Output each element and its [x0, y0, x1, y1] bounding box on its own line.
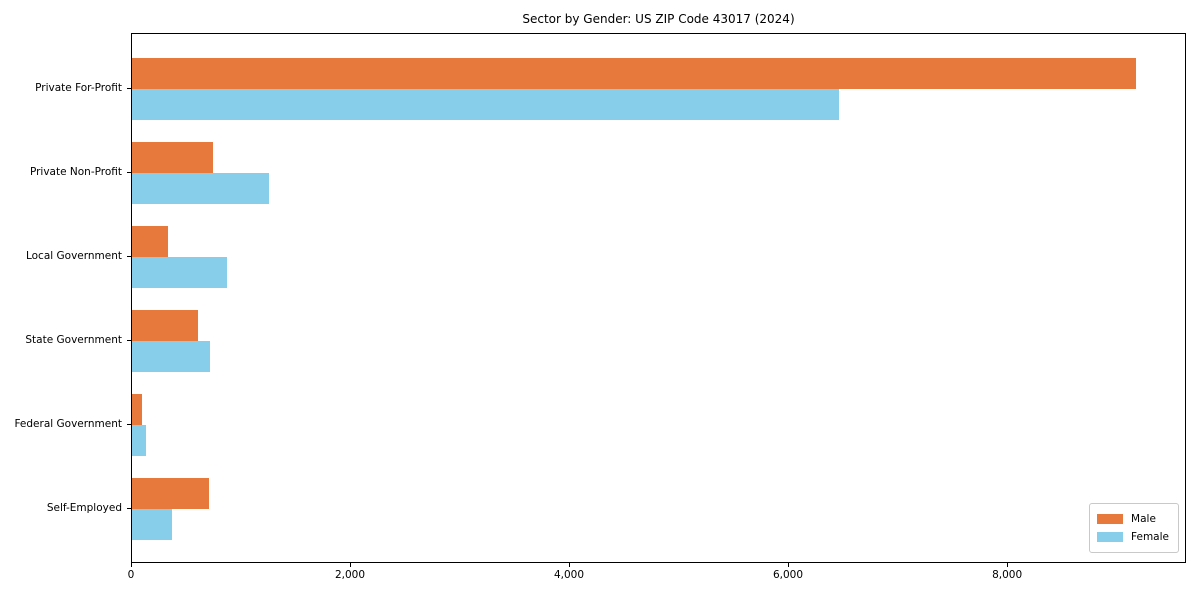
plot-area: Male Female — [131, 33, 1186, 563]
y-tick-mark — [127, 424, 131, 425]
y-tick-label: Private Non-Profit — [29, 166, 122, 178]
legend-label: Female — [1131, 531, 1169, 543]
bar-female-0 — [132, 89, 840, 120]
legend-item-male: Male — [1097, 510, 1169, 528]
x-tick-mark — [788, 563, 789, 567]
x-tick-label: 2,000 — [334, 569, 366, 581]
bar-male-4 — [132, 394, 142, 425]
bar-female-2 — [132, 257, 227, 288]
x-tick-label: 8,000 — [992, 569, 1023, 581]
legend-swatch-female — [1097, 532, 1124, 542]
x-tick-mark — [1007, 563, 1009, 567]
y-tick-mark — [127, 256, 131, 257]
x-tick-mark — [131, 563, 132, 567]
bar-female-5 — [132, 509, 173, 540]
x-tick-label: 0 — [127, 569, 135, 581]
bar-male-3 — [132, 310, 199, 341]
y-tick-label: Self-Employed — [46, 502, 122, 514]
bar-female-4 — [132, 425, 147, 456]
y-tick-mark — [127, 508, 131, 509]
y-tick-mark — [127, 172, 131, 173]
x-tick-mark — [350, 563, 351, 567]
bar-male-1 — [132, 142, 214, 173]
x-tick-label: 4,000 — [553, 569, 585, 581]
y-tick-mark — [127, 88, 131, 89]
x-tick-label: 6,000 — [772, 569, 804, 581]
y-tick-label: Federal Government — [14, 418, 122, 430]
legend-swatch-male — [1097, 514, 1124, 524]
bar-male-5 — [132, 478, 209, 509]
y-tick-label: State Government — [25, 334, 122, 346]
chart-title: Sector by Gender: US ZIP Code 43017 (202… — [522, 12, 795, 26]
bar-male-0 — [132, 58, 1137, 89]
y-tick-label: Local Government — [25, 250, 122, 262]
y-tick-mark — [127, 340, 131, 341]
legend-label: Male — [1131, 513, 1156, 525]
bar-male-2 — [132, 226, 168, 257]
x-tick-mark — [569, 563, 570, 567]
bar-female-1 — [132, 173, 270, 204]
legend: Male Female — [1089, 503, 1179, 553]
legend-item-female: Female — [1097, 528, 1169, 546]
y-tick-label: Private For-Profit — [35, 82, 122, 94]
bar-female-3 — [132, 341, 211, 372]
